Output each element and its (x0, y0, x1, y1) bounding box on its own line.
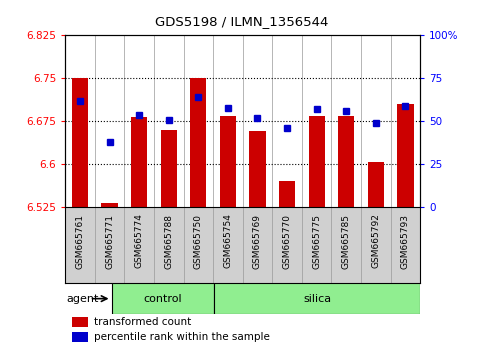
FancyBboxPatch shape (214, 283, 420, 314)
Text: GSM665770: GSM665770 (283, 213, 292, 269)
Bar (72, 332, 88, 342)
Text: GSM665775: GSM665775 (312, 213, 321, 269)
Text: agent: agent (67, 294, 99, 304)
Bar (279, 181, 295, 207)
Bar (368, 162, 384, 207)
Bar (72, 317, 88, 327)
Bar (249, 131, 266, 207)
Text: GSM665769: GSM665769 (253, 213, 262, 269)
Text: GSM665771: GSM665771 (105, 213, 114, 269)
Text: silica: silica (303, 294, 331, 304)
FancyBboxPatch shape (112, 283, 214, 314)
Bar (338, 116, 355, 207)
Text: GSM665761: GSM665761 (75, 213, 85, 269)
Text: percentile rank within the sample: percentile rank within the sample (94, 332, 270, 342)
Bar (398, 104, 413, 207)
Text: GSM665788: GSM665788 (164, 213, 173, 269)
Text: GSM665793: GSM665793 (401, 213, 410, 269)
Text: GSM665754: GSM665754 (224, 213, 232, 268)
Bar (190, 79, 206, 207)
Bar (309, 116, 325, 207)
Text: GSM665785: GSM665785 (342, 213, 351, 269)
Text: control: control (143, 294, 182, 304)
Text: GSM665750: GSM665750 (194, 213, 203, 269)
Text: GSM665792: GSM665792 (371, 213, 380, 268)
Bar (220, 116, 236, 207)
Bar (161, 130, 177, 207)
Text: GDS5198 / ILMN_1356544: GDS5198 / ILMN_1356544 (155, 15, 328, 28)
Text: GSM665774: GSM665774 (135, 213, 143, 268)
Bar (131, 117, 147, 207)
Bar (101, 203, 118, 207)
Text: transformed count: transformed count (94, 317, 191, 327)
Bar (72, 79, 88, 207)
